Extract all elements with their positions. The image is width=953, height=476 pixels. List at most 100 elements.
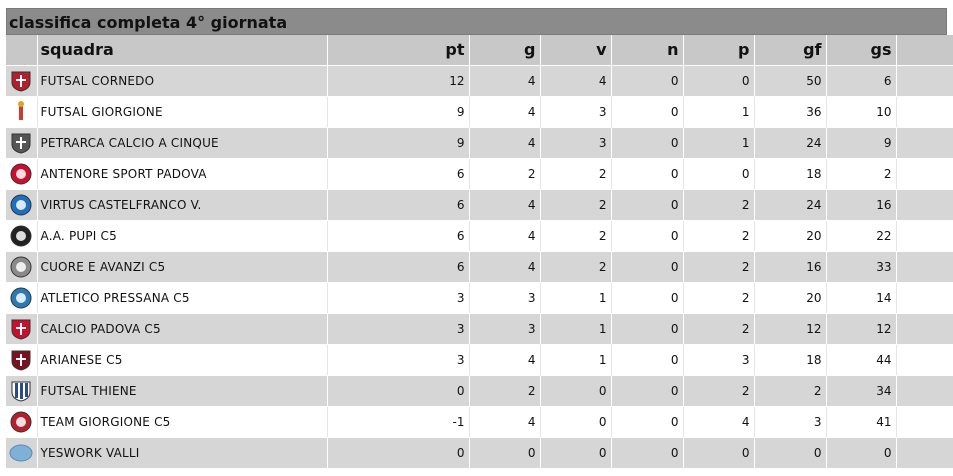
stat-gf: 20 <box>754 220 827 252</box>
team-name[interactable]: VIRTUS CASTELFRANCO V. <box>37 189 328 221</box>
team-name[interactable]: ARIANESE C5 <box>37 344 328 376</box>
team-logo-cell <box>6 158 38 190</box>
team-logo-cell <box>6 220 38 252</box>
stat-g: 4 <box>469 220 541 252</box>
team-name[interactable]: ANTENORE SPORT PADOVA <box>37 158 328 190</box>
header-n[interactable]: n <box>611 35 684 66</box>
stat-p: 0 <box>683 158 755 190</box>
stat-n: 0 <box>611 375 684 407</box>
stat-g: 4 <box>469 344 541 376</box>
stat-p: 3 <box>683 344 755 376</box>
team-logo-cell <box>6 96 38 128</box>
stat-dr: 0 <box>896 437 953 469</box>
stat-g: 2 <box>469 375 541 407</box>
team-name[interactable]: A.A. PUPI C5 <box>37 220 328 252</box>
stat-dr: -32 <box>896 375 953 407</box>
stat-n: 0 <box>611 313 684 345</box>
stripes-shield-icon <box>11 381 31 402</box>
stat-p: 2 <box>683 189 755 221</box>
figure-red-icon <box>18 100 25 120</box>
standings-widget: classifica completa 4° giornata squadra … <box>6 8 953 469</box>
team-name[interactable]: YESWORK VALLI <box>37 437 328 469</box>
table-row: ATLETICO PRESSANA C53310220146 <box>6 282 953 314</box>
stat-v: 3 <box>540 96 612 128</box>
stat-g: 4 <box>469 96 541 128</box>
team-name[interactable]: PETRARCA CALCIO A CINQUE <box>37 127 328 159</box>
stat-pt: 0 <box>327 437 470 469</box>
stat-v: 2 <box>540 220 612 252</box>
stat-gs: 10 <box>826 96 897 128</box>
table-row: CALCIO PADOVA C53310212120 <box>6 313 953 345</box>
stat-g: 3 <box>469 282 541 314</box>
ball-black-icon <box>10 225 32 246</box>
stat-p: 1 <box>683 96 755 128</box>
table-row: ANTENORE SPORT PADOVA6220018216 <box>6 158 953 190</box>
table-row: FUTSAL GIORGIONE94301361026 <box>6 96 953 128</box>
stat-n: 0 <box>611 96 684 128</box>
stat-gs: 33 <box>826 251 897 283</box>
header-gs[interactable]: gs <box>826 35 897 66</box>
stat-v: 2 <box>540 251 612 283</box>
oval-lightblue-icon <box>9 444 33 461</box>
team-name[interactable]: FUTSAL GIORGIONE <box>37 96 328 128</box>
stat-dr: -17 <box>896 251 953 283</box>
stat-v: 0 <box>540 375 612 407</box>
standings-title: classifica completa 4° giornata <box>6 8 947 35</box>
stat-pt: 3 <box>327 313 470 345</box>
stat-v: 0 <box>540 437 612 469</box>
stat-pt: 3 <box>327 344 470 376</box>
header-gf[interactable]: gf <box>754 35 827 66</box>
stat-gs: 16 <box>826 189 897 221</box>
stat-gf: 18 <box>754 344 827 376</box>
stat-gf: 16 <box>754 251 827 283</box>
stat-gs: 34 <box>826 375 897 407</box>
stat-gs: 9 <box>826 127 897 159</box>
team-name[interactable]: TEAM GIORGIONE C5 <box>37 406 328 438</box>
team-name[interactable]: FUTSAL THIENE <box>37 375 328 407</box>
standings-table: squadra pt g v n p gf gs dr FUTSAL CORNE… <box>6 35 953 469</box>
stat-dr: -38 <box>896 406 953 438</box>
stat-gf: 18 <box>754 158 827 190</box>
stat-p: 2 <box>683 220 755 252</box>
team-logo-cell <box>6 313 38 345</box>
v-circle-blue-icon <box>10 194 32 215</box>
stat-p: 2 <box>683 282 755 314</box>
team-name[interactable]: FUTSAL CORNEDO <box>37 65 328 97</box>
header-team[interactable]: squadra <box>37 35 328 66</box>
team-name[interactable]: CALCIO PADOVA C5 <box>37 313 328 345</box>
header-g[interactable]: g <box>469 35 541 66</box>
team-name[interactable]: ATLETICO PRESSANA C5 <box>37 282 328 314</box>
cross-circle-icon <box>10 163 32 184</box>
stat-n: 0 <box>611 220 684 252</box>
header-logo-cell <box>6 35 38 66</box>
stat-gs: 12 <box>826 313 897 345</box>
header-pt[interactable]: pt <box>327 35 470 66</box>
stat-n: 0 <box>611 406 684 438</box>
stat-v: 1 <box>540 313 612 345</box>
stat-gs: 14 <box>826 282 897 314</box>
stat-gf: 24 <box>754 189 827 221</box>
stat-v: 1 <box>540 282 612 314</box>
team-logo-cell <box>6 189 38 221</box>
stat-pt: 6 <box>327 158 470 190</box>
header-v[interactable]: v <box>540 35 612 66</box>
stat-p: 0 <box>683 437 755 469</box>
header-dr[interactable]: dr <box>896 35 953 66</box>
stat-pt: 6 <box>327 220 470 252</box>
shield-grey-icon <box>11 133 31 154</box>
team-name[interactable]: CUORE E AVANZI C5 <box>37 251 328 283</box>
team-logo-cell <box>6 251 38 283</box>
stat-n: 0 <box>611 437 684 469</box>
team-logo-cell <box>6 127 38 159</box>
table-row: FUTSAL CORNEDO12440050644 <box>6 65 953 97</box>
header-p[interactable]: p <box>683 35 755 66</box>
stat-p: 2 <box>683 375 755 407</box>
stat-g: 4 <box>469 406 541 438</box>
stat-pt: 3 <box>327 282 470 314</box>
stat-g: 4 <box>469 189 541 221</box>
stat-n: 0 <box>611 282 684 314</box>
stat-v: 0 <box>540 406 612 438</box>
stat-dr: -2 <box>896 220 953 252</box>
